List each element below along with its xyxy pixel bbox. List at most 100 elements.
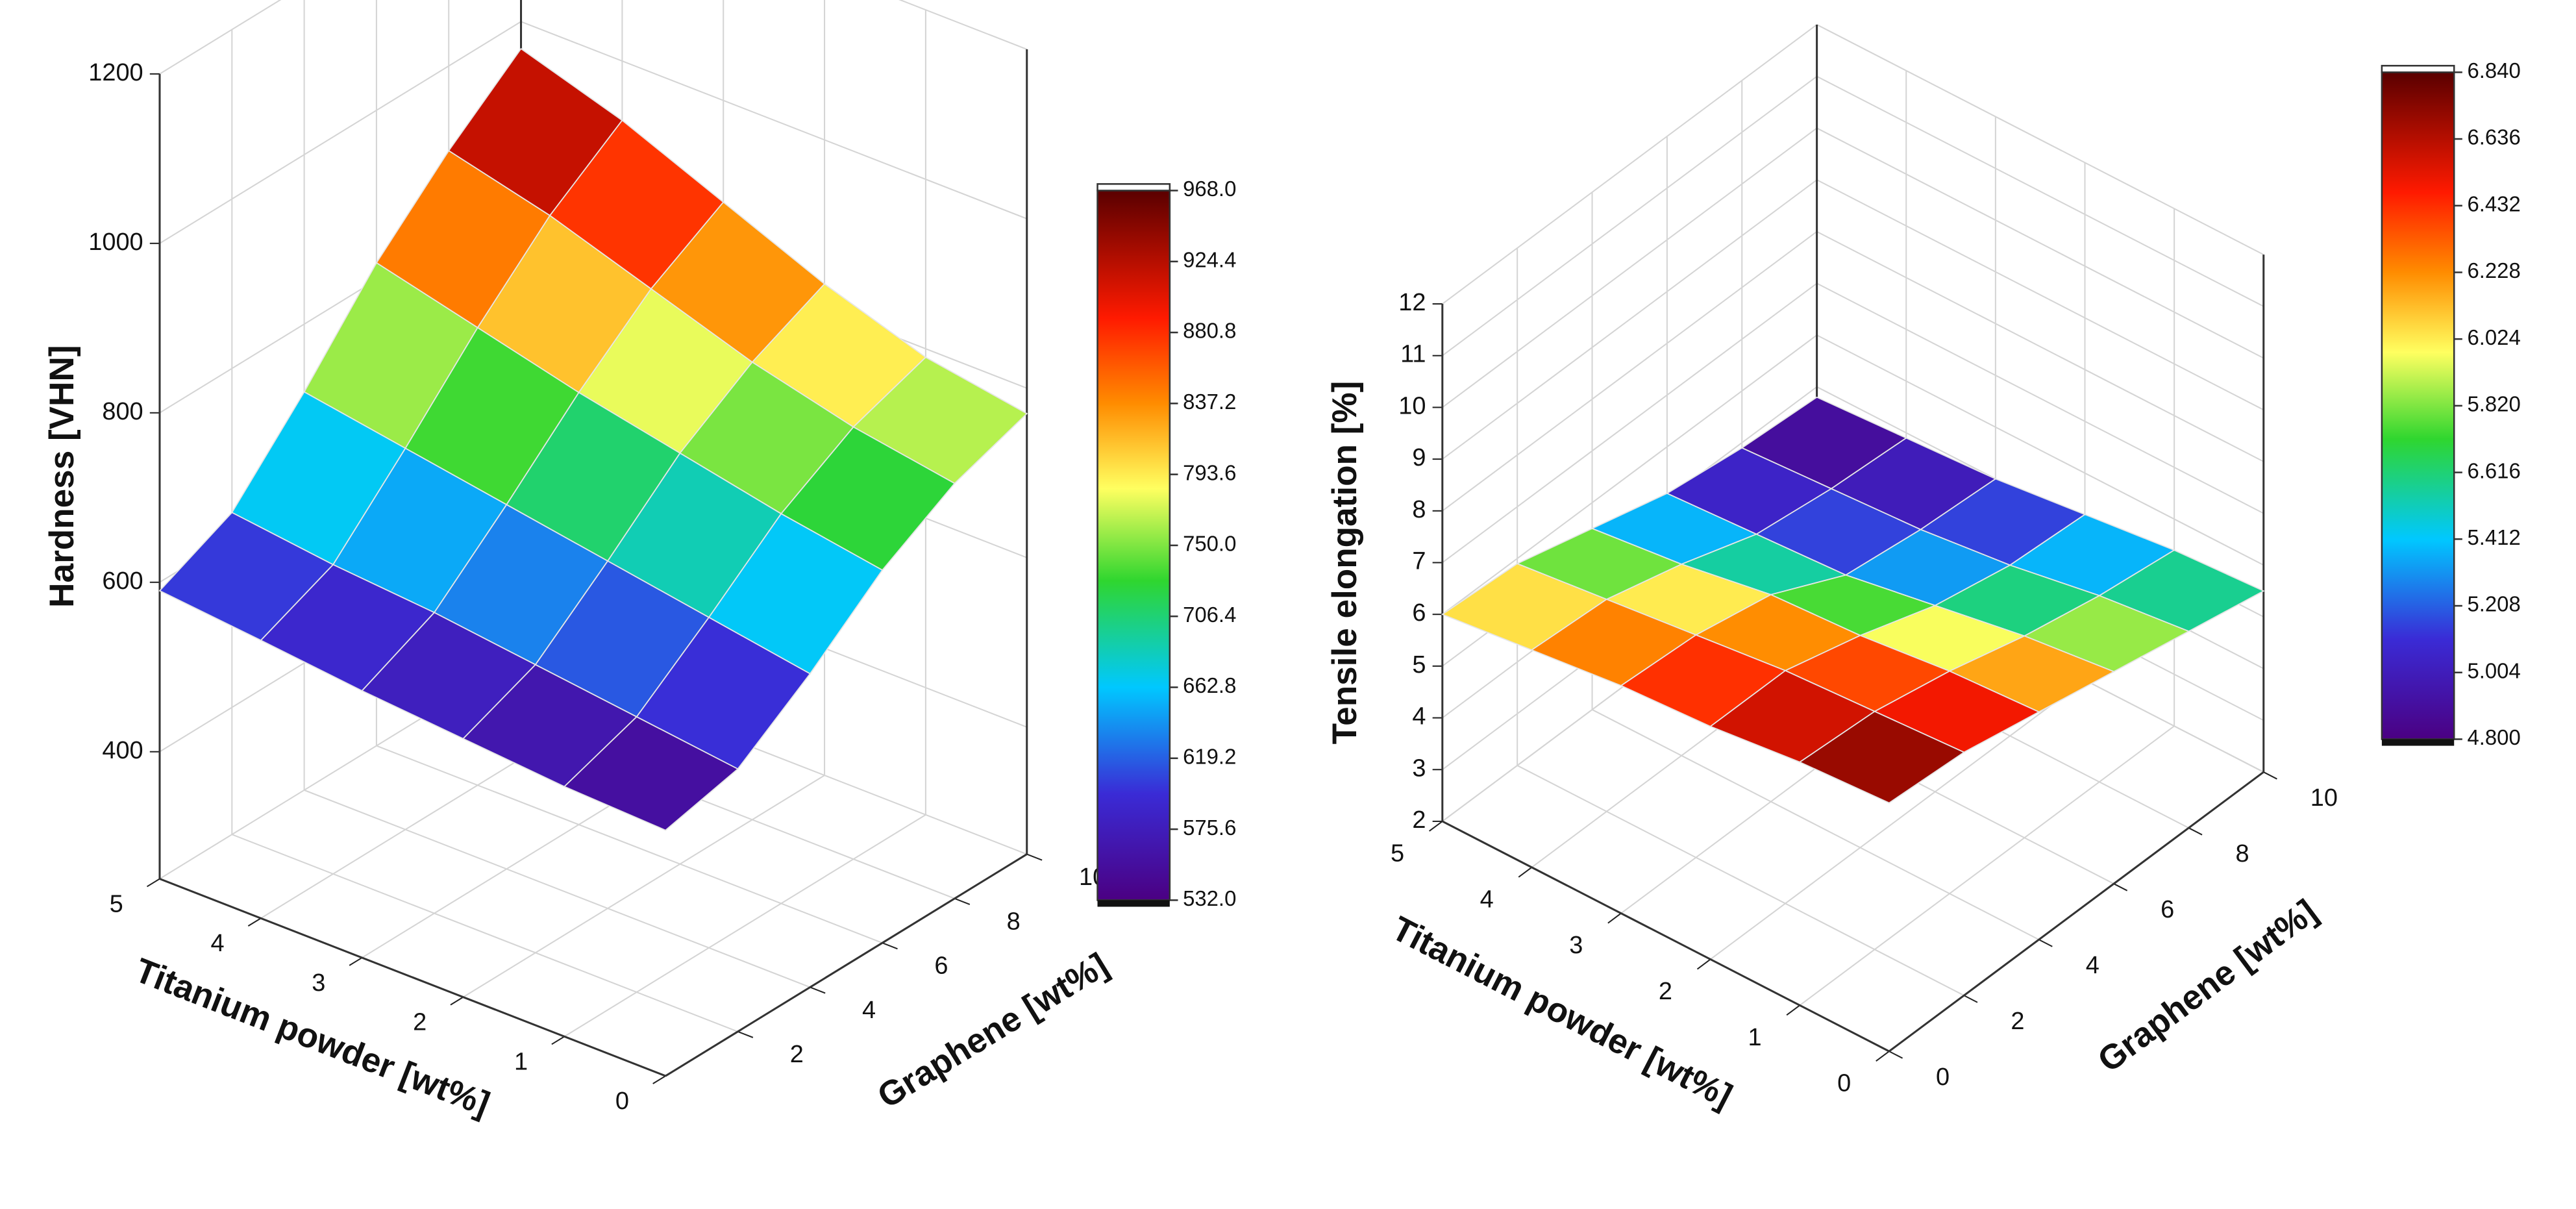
- z-tick-label: 10: [1398, 392, 1426, 419]
- x-tick-mark: [450, 996, 464, 1006]
- y-tick-mark: [2038, 939, 2053, 947]
- wall-grid-line: [1442, 24, 1818, 305]
- x-axis: [159, 878, 666, 1077]
- x-tick-label: 0: [615, 1088, 629, 1115]
- z-tick-label: 3: [1412, 754, 1426, 782]
- surface-cell: [1798, 710, 1966, 804]
- x-axis-title: Titanium powder [wt%]: [1385, 909, 1738, 1116]
- y-tick-label: 4: [2086, 952, 2099, 979]
- y-tick-mark: [737, 1030, 754, 1038]
- y-axis: [1889, 771, 2264, 1053]
- wall-grid-line: [1442, 334, 1818, 615]
- x-tick-mark: [652, 1075, 666, 1084]
- colorbar-label: 5.820: [2467, 392, 2520, 416]
- z-tick-label: 11: [1400, 341, 1426, 368]
- x-tick-label: 4: [210, 930, 224, 957]
- floor-grid-line: [1799, 725, 2175, 1006]
- floor-grid-line: [1710, 679, 2086, 960]
- x-axis: [1442, 820, 1890, 1053]
- wall-grid-line: [1816, 179, 2264, 411]
- colorbar-label: 6.432: [2467, 192, 2520, 216]
- wall-grid-line: [159, 0, 282, 75]
- colorbar: [2381, 71, 2455, 740]
- y-tick-mark: [954, 897, 971, 905]
- colorbar-cap: [2381, 64, 2455, 73]
- colorbar: [1096, 190, 1171, 901]
- z-tick-label: 1000: [88, 229, 143, 256]
- z-tick-label: 9: [1412, 444, 1426, 471]
- y-tick-label: 0: [1936, 1064, 1950, 1091]
- colorbar-label: 706.4: [1183, 603, 1236, 627]
- colorbar-label: 5.208: [2467, 592, 2520, 616]
- y-tick-mark: [2263, 771, 2277, 780]
- x-tick-label: 1: [514, 1048, 528, 1075]
- surface-cell: [563, 716, 739, 831]
- y-tick-label: 4: [862, 997, 876, 1024]
- colorbar-cap: [2381, 739, 2455, 746]
- y-tick-mark: [810, 986, 826, 994]
- x-tick-mark: [551, 1036, 565, 1045]
- y-tick-label: 2: [790, 1041, 804, 1068]
- x-tick-mark: [1696, 958, 1711, 970]
- colorbar-label: 6.616: [2467, 458, 2520, 482]
- colorbar-label: 6.636: [2467, 125, 2520, 149]
- colorbar-label: 924.4: [1183, 247, 1236, 271]
- y-tick-label: 10: [2310, 784, 2338, 812]
- floor-grid-line: [304, 789, 811, 988]
- wall-grid-line: [521, 21, 1028, 219]
- x-tick-mark: [247, 917, 262, 927]
- colorbar-label: 575.6: [1183, 816, 1236, 840]
- y-tick-mark: [1026, 853, 1043, 861]
- x-tick-mark: [1518, 866, 1533, 878]
- x-tick-mark: [1429, 821, 1443, 832]
- y-tick-label: 8: [2235, 840, 2249, 867]
- x-tick-label: 2: [413, 1009, 427, 1036]
- colorbar-label: 5.004: [2467, 658, 2520, 682]
- wall-grid-line: [1442, 179, 1818, 460]
- z-axis-title: Tensile elongation [%]: [1326, 381, 1364, 745]
- floor-grid-line: [1592, 709, 2040, 940]
- y-axis-title: Graphene [wt%]: [871, 946, 1115, 1116]
- z-tick-label: 5: [1412, 651, 1426, 679]
- floor-grid-line: [462, 775, 825, 998]
- colorbar-label: 532.0: [1183, 886, 1236, 910]
- x-tick-label: 3: [312, 969, 325, 997]
- colorbar-label: 880.8: [1183, 319, 1236, 343]
- wall-grid-line: [1816, 75, 2264, 307]
- colorbar-label: 662.8: [1183, 673, 1236, 697]
- wall-grid-line: [1816, 282, 2264, 514]
- y-tick-mark: [2113, 883, 2128, 891]
- z-tick-label: 8: [1412, 496, 1426, 523]
- wall-grid-line: [1442, 282, 1818, 564]
- colorbar-label: 6.228: [2467, 258, 2520, 282]
- wall-grid-line: [1442, 127, 1818, 408]
- y-tick-mark: [882, 942, 898, 950]
- y-tick-label: 8: [1007, 908, 1021, 935]
- y-tick-label: 2: [2011, 1008, 2024, 1035]
- x-tick-mark: [1607, 912, 1622, 924]
- floor-grid-line: [564, 814, 926, 1038]
- colorbar-label: 6.840: [2467, 58, 2520, 82]
- colorbar-label: 968.0: [1183, 177, 1236, 201]
- x-tick-label: 5: [110, 890, 123, 917]
- z-axis-title: Hardness [VHN]: [43, 345, 81, 608]
- wall-grid-line: [1816, 231, 2264, 462]
- wall-grid-line: [1442, 75, 1818, 356]
- y-axis-title: Graphene [wt%]: [2091, 892, 2324, 1080]
- y-tick-label: 6: [934, 953, 948, 980]
- x-tick-label: 0: [1837, 1070, 1851, 1097]
- wall-grid-line: [898, 0, 1028, 50]
- floor-grid-line: [231, 834, 738, 1032]
- wall-grid-line: [1442, 231, 1818, 512]
- z-tick-label: 600: [102, 567, 143, 595]
- floor-grid-line: [376, 745, 883, 944]
- colorbar-label: 793.6: [1183, 460, 1236, 484]
- colorbar-cap: [1097, 900, 1170, 907]
- colorbar-label: 6.024: [2467, 325, 2520, 349]
- z-tick-label: 12: [1398, 289, 1426, 316]
- colorbar-label: 750.0: [1183, 532, 1236, 556]
- colorbar-label: 619.2: [1183, 744, 1236, 768]
- x-tick-label: 4: [1480, 886, 1494, 913]
- z-tick-label: 800: [102, 398, 143, 425]
